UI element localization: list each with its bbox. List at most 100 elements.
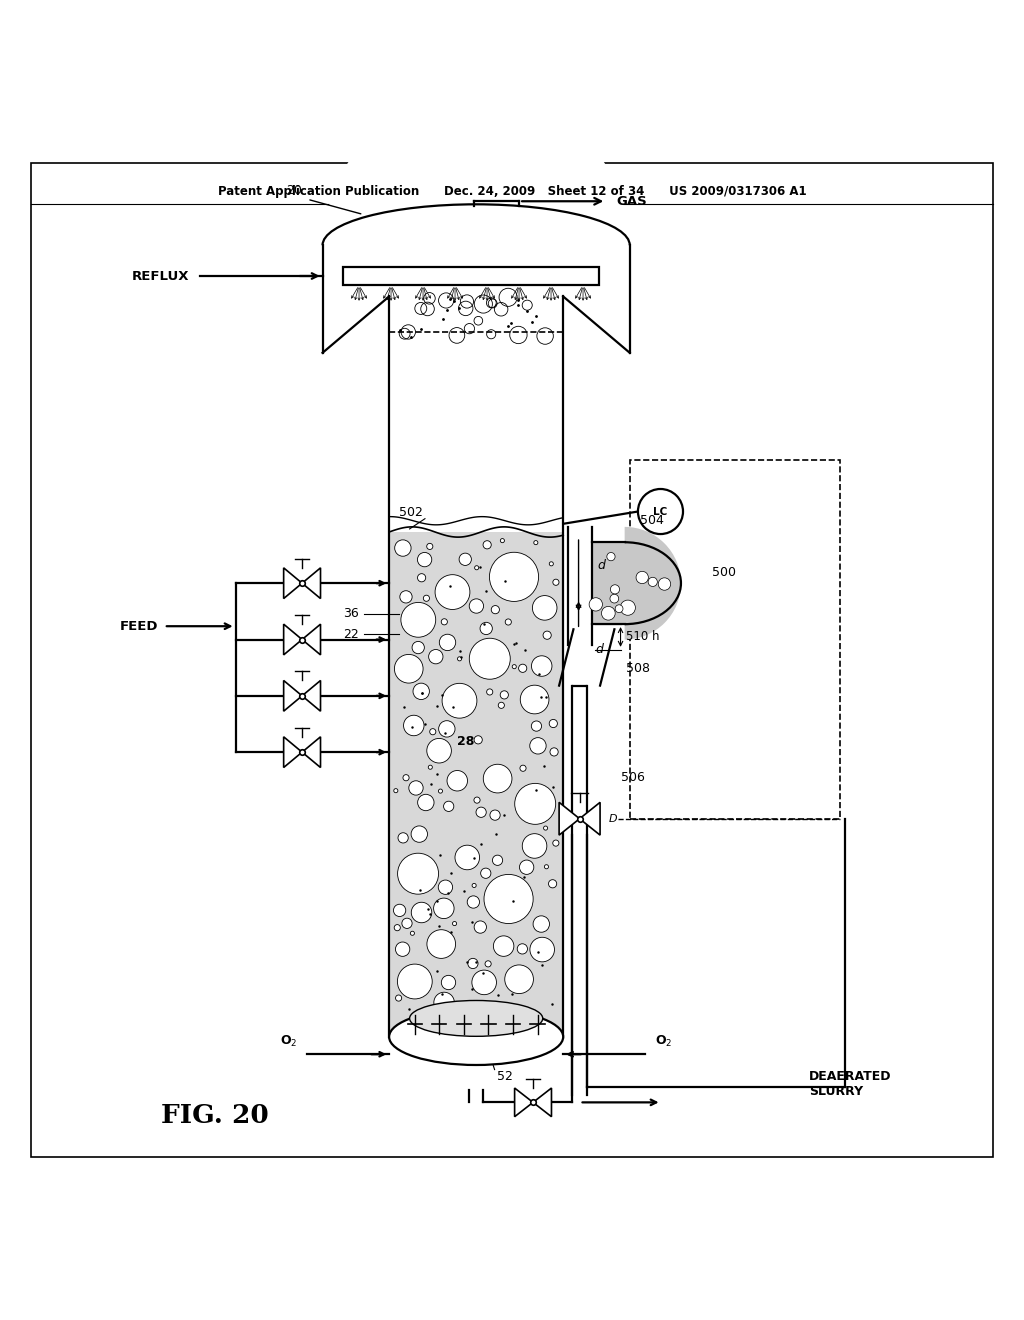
Circle shape [486,689,493,696]
Circle shape [494,936,514,956]
Circle shape [520,766,526,771]
Circle shape [459,553,471,565]
Text: 52: 52 [497,1069,513,1082]
Circle shape [658,578,671,590]
Circle shape [394,655,423,682]
Text: DEAERATED: DEAERATED [809,1071,892,1082]
Circle shape [401,919,412,928]
Circle shape [430,729,436,735]
Circle shape [549,562,553,566]
Circle shape [601,606,615,620]
Circle shape [412,903,432,923]
Circle shape [472,883,476,887]
Circle shape [553,840,559,846]
Text: 506: 506 [621,771,644,784]
Polygon shape [284,624,302,655]
Circle shape [427,738,452,763]
Circle shape [458,657,462,661]
Text: REFLUX: REFLUX [132,269,189,282]
Polygon shape [302,624,321,655]
Circle shape [545,865,549,869]
Circle shape [621,601,635,615]
Circle shape [463,1002,471,1010]
Text: Patent Application Publication      Dec. 24, 2009   Sheet 12 of 34      US 2009/: Patent Application Publication Dec. 24, … [218,185,806,198]
Circle shape [438,721,455,737]
Polygon shape [559,803,580,836]
Text: D: D [608,813,616,824]
Circle shape [485,961,492,968]
Circle shape [413,684,429,700]
Polygon shape [302,681,321,711]
Circle shape [529,738,546,754]
Circle shape [638,488,683,535]
Polygon shape [534,1088,552,1117]
Circle shape [403,775,410,781]
Circle shape [397,853,438,894]
Circle shape [534,541,538,545]
Circle shape [453,921,457,925]
Circle shape [467,896,479,908]
Circle shape [474,797,480,803]
Bar [592,543,625,624]
Circle shape [520,685,549,714]
Text: O$_2$: O$_2$ [280,1034,297,1049]
Circle shape [483,541,492,549]
Ellipse shape [389,1008,563,1065]
Polygon shape [284,568,302,598]
Circle shape [399,591,412,603]
Circle shape [610,585,620,594]
Circle shape [636,572,648,583]
Polygon shape [302,737,321,767]
Circle shape [393,904,406,916]
Circle shape [427,544,433,549]
Circle shape [543,631,551,639]
Circle shape [499,702,505,709]
Circle shape [615,605,623,612]
Text: O$_2$: O$_2$ [655,1034,673,1049]
Circle shape [534,916,550,932]
Circle shape [550,748,558,756]
Circle shape [501,539,505,543]
Circle shape [412,642,424,653]
Circle shape [397,964,432,999]
Text: 510 h: 510 h [626,631,659,643]
Circle shape [474,566,478,570]
Circle shape [529,937,554,962]
Circle shape [553,579,559,585]
Circle shape [400,602,435,638]
Circle shape [439,634,456,651]
Circle shape [418,795,434,810]
Text: LC: LC [653,507,668,516]
Circle shape [469,639,510,680]
Circle shape [549,719,557,727]
Circle shape [418,574,426,582]
Circle shape [480,622,493,635]
Circle shape [394,788,398,793]
Circle shape [489,810,500,820]
Text: 500: 500 [712,566,735,579]
Text: 502: 502 [399,506,423,519]
Circle shape [455,845,479,870]
Ellipse shape [410,1001,543,1036]
FancyBboxPatch shape [324,246,629,352]
Polygon shape [302,568,321,598]
Circle shape [438,880,453,895]
Circle shape [480,869,490,878]
Circle shape [505,619,511,626]
Circle shape [517,944,527,954]
Text: FEED: FEED [120,619,159,632]
Text: 28: 28 [458,735,474,748]
Circle shape [468,958,478,969]
Circle shape [442,684,477,718]
Circle shape [418,553,432,566]
Circle shape [429,649,443,664]
Bar [630,461,840,818]
Circle shape [519,861,534,874]
Text: 508: 508 [626,663,649,675]
Bar [343,267,599,285]
Circle shape [476,807,486,817]
Wedge shape [324,92,629,246]
Circle shape [411,826,427,842]
Circle shape [505,965,534,994]
Circle shape [512,664,516,669]
